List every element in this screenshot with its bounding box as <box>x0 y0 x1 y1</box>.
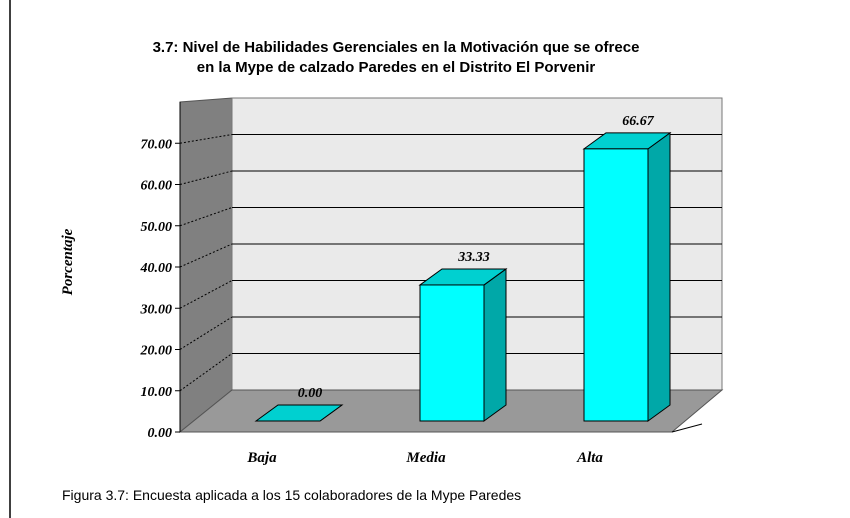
y-tick-label: 0.00 <box>148 426 173 441</box>
y-tick-label: 70.00 <box>141 137 173 152</box>
bar <box>419 284 485 422</box>
y-tick-label: 30.00 <box>140 302 173 317</box>
chart-title: en la Mype de calzado Paredes en el Dist… <box>197 59 596 76</box>
y-tick-label: 60.00 <box>141 179 173 194</box>
y-axis-label: Porcentaje <box>60 228 76 295</box>
value-label: 66.67 <box>622 114 655 129</box>
value-label: 33.33 <box>457 250 490 265</box>
grid-line <box>179 134 233 144</box>
side-wall <box>179 97 233 434</box>
x-tick-label: Alta <box>576 450 603 466</box>
caption: Figura 3.7: Encuesta aplicada a los 15 c… <box>62 487 521 503</box>
value-label: 0.00 <box>298 386 323 401</box>
floor-edge <box>671 423 703 433</box>
y-tick-label: 20.00 <box>140 344 173 359</box>
bar-side <box>647 131 671 422</box>
grid-line <box>179 353 233 392</box>
y-tick-label: 50.00 <box>141 220 173 235</box>
grid-line <box>179 170 233 185</box>
bar <box>583 148 649 422</box>
x-tick-label: Media <box>405 450 446 466</box>
grid-line <box>179 243 233 268</box>
bar-top <box>254 404 344 422</box>
y-tick-label: 40.00 <box>140 261 173 276</box>
y-tick-label: 10.00 <box>141 385 173 400</box>
x-tick-label: Baja <box>246 450 277 466</box>
grid-line <box>179 207 233 227</box>
grid-line <box>179 280 233 309</box>
chart-title: 3.7: Nivel de Habilidades Gerenciales en… <box>153 39 640 56</box>
bar-side <box>483 267 507 422</box>
